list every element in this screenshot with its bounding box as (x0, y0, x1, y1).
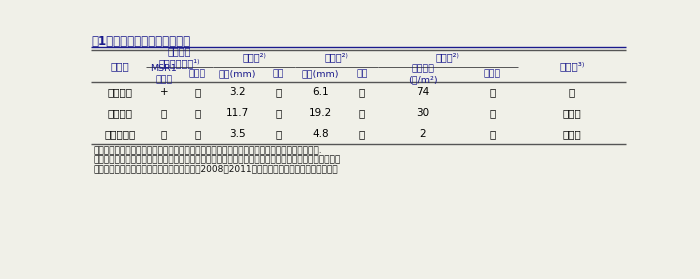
Text: クワシロ
カイガラムシ¹⁾: クワシロ カイガラムシ¹⁾ (159, 46, 200, 69)
Text: もち病³⁾: もち病³⁾ (559, 61, 584, 71)
Text: 19.2: 19.2 (309, 108, 332, 118)
Text: ３）もち病抵抗性は特性検定場所（静岡県、2008～2011年）における総合判定結果を示す。: ３）もち病抵抗性は特性検定場所（静岡県、2008～2011年）における総合判定結… (94, 165, 338, 174)
Text: 弱: 弱 (195, 108, 201, 118)
Text: 輪斑病²⁾: 輪斑病²⁾ (242, 52, 266, 62)
Text: 中: 中 (358, 87, 365, 97)
Text: 3.2: 3.2 (229, 87, 246, 97)
Text: やや弱: やや弱 (563, 108, 581, 118)
Text: 強: 強 (358, 129, 365, 139)
Text: 炭疽病²⁾: 炭疽病²⁾ (325, 52, 349, 62)
Text: 中: 中 (489, 108, 496, 118)
Text: 抵抗性: 抵抗性 (484, 70, 501, 79)
Text: 2: 2 (419, 129, 426, 139)
Text: 弱: 弱 (195, 129, 201, 139)
Text: なんめい: なんめい (107, 87, 132, 97)
Text: MSR1
遺伝子: MSR1 遺伝子 (150, 64, 177, 84)
Text: 抵抗性: 抵抗性 (189, 70, 206, 79)
Text: 74: 74 (416, 87, 429, 97)
Text: 赤焼病²⁾: 赤焼病²⁾ (436, 52, 460, 62)
Text: 強: 強 (275, 87, 281, 97)
Text: 30: 30 (416, 108, 429, 118)
Text: 4.8: 4.8 (312, 129, 329, 139)
Text: 表1　なんめいの病虫害抵抗性: 表1 なんめいの病虫害抵抗性 (92, 35, 190, 48)
Text: ２）輪斑病と炭疽病は室内での付傷接種、赤焼病は圃場における接種試験の発病程度により判定した。: ２）輪斑病と炭疽病は室内での付傷接種、赤焼病は圃場における接種試験の発病程度によ… (94, 156, 341, 165)
Text: 病斑(mm): 病斑(mm) (302, 70, 339, 79)
Text: 11.7: 11.7 (225, 108, 248, 118)
Text: 強: 強 (489, 129, 496, 139)
Text: 未調査: 未調査 (563, 129, 581, 139)
Text: やぶきた: やぶきた (107, 108, 132, 118)
Text: 6.1: 6.1 (312, 87, 329, 97)
Text: 品種名: 品種名 (111, 61, 129, 71)
Text: 病斑(mm): 病斑(mm) (218, 70, 256, 79)
Text: +: + (160, 87, 168, 97)
Text: 強: 強 (195, 87, 201, 97)
Text: １）クワシロカイガラムシ抵抗性は茶育成系統評価試験場所の圃場発生程度の総合判定の結果.: １）クワシロカイガラムシ抵抗性は茶育成系統評価試験場所の圃場発生程度の総合判定の… (94, 147, 322, 156)
Text: －: － (161, 129, 167, 139)
Text: 罹病葉数
(枚/m²): 罹病葉数 (枚/m²) (408, 64, 438, 84)
Text: 弱: 弱 (568, 87, 575, 97)
Text: 3.5: 3.5 (229, 129, 246, 139)
Text: 強: 強 (275, 129, 281, 139)
Text: 判定: 判定 (272, 70, 284, 79)
Text: －: － (161, 108, 167, 118)
Text: 判定: 判定 (356, 70, 368, 79)
Text: 弱: 弱 (489, 87, 496, 97)
Text: べにふうき: べにふうき (104, 129, 135, 139)
Text: 弱: 弱 (358, 108, 365, 118)
Text: 弱: 弱 (275, 108, 281, 118)
